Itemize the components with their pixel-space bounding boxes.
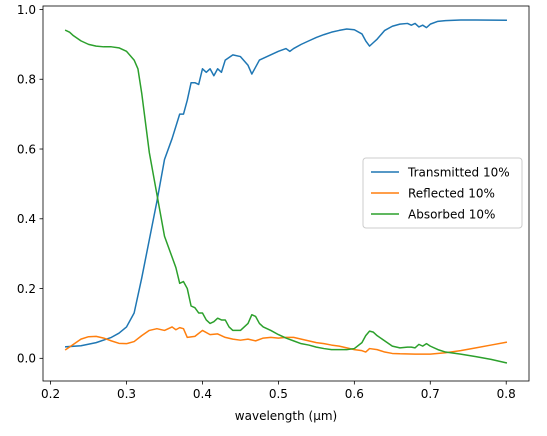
y-tick-label: 0.8 (17, 73, 36, 87)
x-axis: 0.2 0.3 0.4 0.5 0.6 0.7 0.8 (41, 381, 516, 401)
x-tick-label: 0.2 (41, 387, 60, 401)
x-tick-label: 0.8 (497, 387, 516, 401)
series-line-1 (64, 19, 507, 348)
y-tick-label: 0.4 (17, 212, 36, 226)
x-axis-label: wavelength (μm) (235, 409, 337, 423)
y-tick-label: 1.0 (17, 3, 36, 17)
legend-label: Absorbed 10% (408, 207, 495, 221)
y-tick-label: 0.2 (17, 282, 36, 296)
x-tick-label: 0.6 (345, 387, 364, 401)
legend-box (362, 157, 523, 229)
series-line-2 (64, 326, 508, 355)
x-tick-label: 0.7 (421, 387, 440, 401)
series-line-3 (64, 29, 508, 364)
y-axis: 0.0 0.2 0.4 0.6 0.8 1.0 (17, 3, 43, 366)
x-tick-label: 0.3 (117, 387, 136, 401)
x-tick-label: 0.4 (193, 387, 212, 401)
legend-label: Reflected 10% (408, 186, 495, 200)
plot-frame (42, 5, 530, 382)
y-tick-label: 0.6 (17, 142, 36, 156)
legend: Transmitted 10% Reflected 10% Absorbed 10% (362, 157, 523, 229)
y-tick-label: 0.0 (17, 352, 36, 366)
x-tick-label: 0.5 (269, 387, 288, 401)
plot-lines (64, 19, 508, 364)
legend-label: Transmitted 10% (407, 165, 510, 179)
